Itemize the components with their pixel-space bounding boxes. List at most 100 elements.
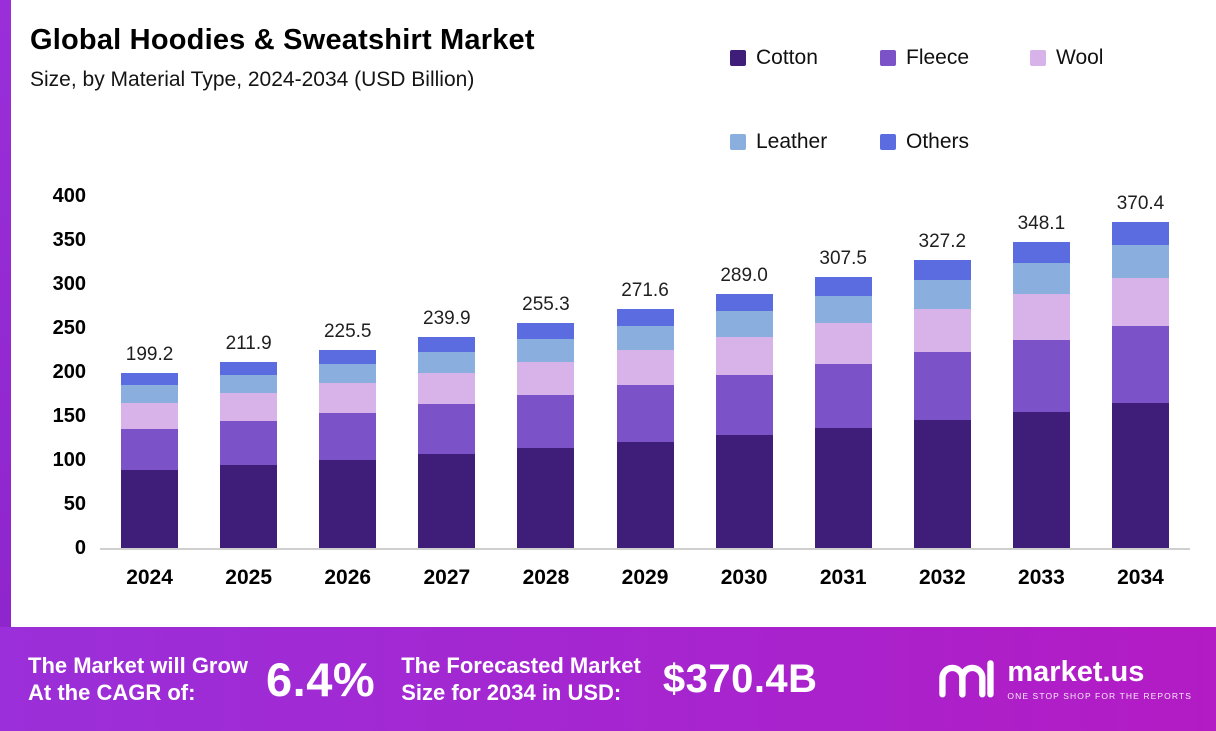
bar-segment-cotton — [715, 434, 773, 548]
bar-segment-others — [715, 293, 773, 312]
bar-segment-wool — [715, 336, 773, 376]
bar-segment-cotton — [517, 448, 575, 548]
bar-column-2028: 255.3 — [496, 196, 595, 548]
bar-total-label: 255.3 — [522, 294, 570, 316]
stacked-bar — [418, 336, 476, 548]
bar-segment-leather — [616, 325, 674, 350]
bottom-banner: The Market will Grow At the CAGR of: 6.4… — [0, 627, 1216, 731]
chart-body: 0 50 100 150 200 250 300 350 400 199.2 211.9 225.5… — [20, 185, 1190, 559]
legend-item-fleece: Fleece — [880, 46, 1030, 70]
brand-logo: market.us ONE STOP SHOP FOR THE REPORTS — [937, 655, 1192, 704]
bar-segment-fleece — [319, 413, 377, 460]
legend-item-leather: Leather — [730, 130, 880, 154]
bar-column-2027: 239.9 — [397, 196, 496, 548]
cagr-label-line1: The Market will Grow — [28, 652, 249, 678]
cagr-label-line2: At the CAGR of: — [28, 680, 196, 705]
stacked-bar — [319, 349, 377, 548]
bar-segment-wool — [220, 393, 278, 422]
bar-total-label: 348.1 — [1017, 212, 1066, 234]
bar-column-2029: 271.6 — [595, 196, 694, 548]
bar-segment-fleece — [418, 404, 476, 455]
bar-segment-wool — [1111, 277, 1169, 327]
y-axis-label: 200 — [52, 361, 86, 383]
bar-segment-fleece — [1012, 339, 1070, 412]
bar-segment-leather — [715, 311, 773, 337]
bar-segment-others — [1111, 222, 1169, 245]
y-axis-label: 100 — [52, 449, 86, 471]
bar-segment-wool — [616, 349, 674, 386]
bar-segment-leather — [913, 280, 971, 309]
bar-segment-wool — [418, 372, 476, 405]
bar-segment-others — [1012, 241, 1070, 264]
bar-segment-cotton — [121, 470, 179, 548]
bar-segment-cotton — [1111, 402, 1169, 548]
legend: Cotton Fleece Wool Leather Others — [730, 46, 1180, 154]
bar-segment-wool — [814, 323, 872, 365]
bar-segment-fleece — [121, 428, 179, 471]
y-axis-label: 400 — [52, 185, 86, 207]
stacked-bar — [121, 372, 179, 548]
x-axis-label: 2032 — [918, 566, 966, 589]
x-axis-label: 2029 — [621, 566, 669, 589]
bar-segment-others — [121, 372, 179, 386]
y-axis-label: 150 — [52, 405, 86, 427]
cagr-label: The Market will Grow At the CAGR of: — [28, 652, 248, 707]
legend-label: Others — [906, 130, 970, 153]
chart: 0 50 100 150 200 250 300 350 400 199.2 211.9 225.5… — [20, 185, 1190, 590]
page-title: Global Hoodies & Sweatshirt Market — [30, 24, 535, 56]
bar-total-label: 239.9 — [423, 307, 471, 329]
bar-segment-fleece — [1111, 326, 1169, 403]
legend-swatch — [1030, 50, 1046, 66]
bar-segment-others — [319, 349, 377, 364]
bar-segment-cotton — [1012, 411, 1070, 548]
header: Global Hoodies & Sweatshirt Market Size,… — [30, 24, 1190, 93]
stacked-bar — [913, 260, 971, 548]
bar-column-2030: 289.0 — [695, 196, 794, 548]
bar-total-label: 211.9 — [225, 332, 272, 354]
x-axis-label: 2033 — [1018, 566, 1065, 589]
bar-total-label: 271.6 — [621, 280, 669, 302]
bar-segment-wool — [319, 383, 377, 414]
x-axis-label: 2034 — [1117, 566, 1164, 589]
y-axis-label: 350 — [52, 229, 86, 251]
bar-segment-fleece — [715, 375, 773, 435]
legend-label: Wool — [1056, 46, 1104, 69]
bar-segment-leather — [517, 339, 575, 362]
legend-swatch — [730, 134, 746, 150]
x-axis-label: 2031 — [819, 566, 867, 589]
x-axis-label: 2026 — [324, 566, 372, 589]
bar-segment-cotton — [814, 427, 872, 548]
legend-swatch — [880, 50, 896, 66]
bar-column-2025: 211.9 — [199, 196, 298, 548]
legend-label: Fleece — [906, 46, 970, 69]
x-axis-label: 2028 — [522, 566, 570, 589]
x-axis-label: 2025 — [225, 566, 272, 589]
bar-segment-leather — [121, 385, 179, 403]
bar-segment-fleece — [616, 385, 674, 442]
bar-segment-leather — [814, 296, 872, 324]
bar-column-2032: 327.2 — [893, 196, 992, 548]
bar-segment-leather — [418, 351, 476, 373]
bar-total-label: 307.5 — [819, 248, 867, 270]
bar-segment-others — [913, 260, 971, 281]
bar-segment-cotton — [220, 465, 278, 548]
x-axis-label: 2027 — [423, 566, 471, 589]
y-axis-label: 300 — [52, 273, 86, 295]
bar-total-label: 370.4 — [1116, 193, 1165, 215]
bar-segment-others — [616, 309, 674, 326]
stacked-bar — [1111, 222, 1169, 548]
left-accent-stripe — [0, 0, 11, 731]
bar-segment-cotton — [418, 454, 476, 548]
bar-segment-fleece — [220, 421, 278, 466]
x-axis-label: 2030 — [720, 566, 768, 589]
forecast-label: The Forecasted Market Size for 2034 in U… — [401, 652, 641, 707]
legend-item-cotton: Cotton — [730, 46, 880, 70]
bar-segment-leather — [1012, 263, 1070, 294]
plot-area: 199.2 211.9 225.5 239.9 255.3 271.6 289.0 307.5… — [100, 193, 1190, 550]
bar-segment-cotton — [913, 419, 971, 548]
y-axis: 0 50 100 150 200 250 300 350 400 — [20, 185, 100, 559]
bar-segment-wool — [517, 361, 575, 396]
legend-label: Leather — [756, 130, 828, 153]
bar-segment-wool — [1012, 293, 1070, 340]
